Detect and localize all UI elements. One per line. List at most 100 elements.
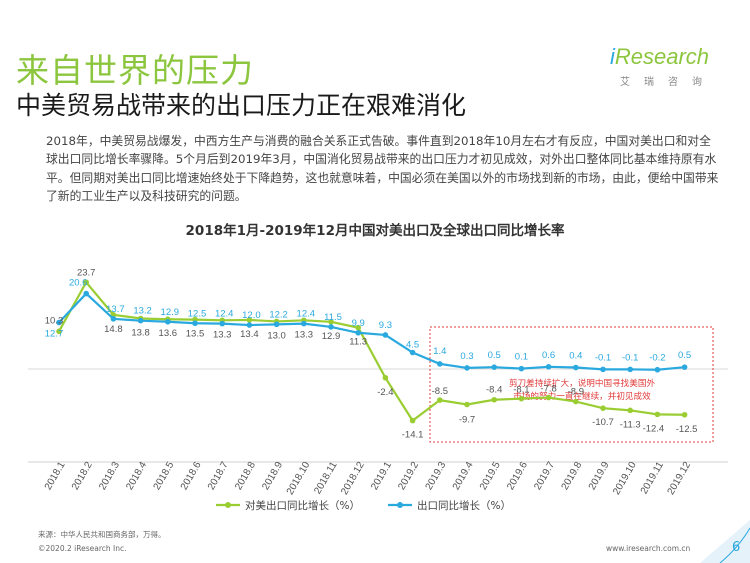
page-title: 来自世界的压力 bbox=[16, 51, 254, 90]
copyright: ©2020.2 iResearch Inc. bbox=[38, 544, 127, 553]
point-global-export bbox=[192, 320, 198, 327]
corner-decoration bbox=[700, 520, 750, 563]
point-us-export bbox=[627, 407, 633, 414]
point-us-export bbox=[464, 401, 470, 408]
x-tick-label: 2018.4 bbox=[124, 460, 149, 492]
data-label-us-export: 11.3 bbox=[349, 337, 367, 348]
logo-prefix: i bbox=[610, 44, 615, 69]
x-tick-label: 2019.1 bbox=[369, 460, 394, 492]
point-global-export bbox=[56, 319, 62, 326]
data-label-us-export: 13.3 bbox=[213, 329, 232, 340]
data-label-global-export: 0.3 bbox=[460, 351, 473, 362]
point-us-export bbox=[654, 411, 661, 418]
point-global-export bbox=[654, 366, 661, 373]
x-tick-label: 2018.1 bbox=[43, 460, 68, 492]
data-label-us-export: -11.3 bbox=[620, 419, 641, 430]
data-label-global-export: 9.9 bbox=[352, 318, 365, 329]
data-label-us-export: 23.7 bbox=[77, 267, 96, 278]
point-global-export bbox=[409, 349, 416, 356]
source-note: 来源：中华人民共和国商务部，万得。 bbox=[38, 530, 166, 539]
data-label-global-export: 12.5 bbox=[188, 308, 207, 319]
x-tick-label: 2019.8 bbox=[560, 460, 585, 492]
data-label-global-export: 12.9 bbox=[161, 307, 180, 318]
data-label-us-export: -8.1 bbox=[513, 385, 529, 396]
data-label-global-export: 12.2 bbox=[269, 309, 288, 320]
point-global-export bbox=[165, 318, 171, 325]
annotation-box bbox=[429, 326, 714, 443]
data-label-us-export: 13.4 bbox=[240, 329, 259, 340]
point-us-export bbox=[355, 324, 362, 331]
data-label-global-export: 0.4 bbox=[569, 351, 582, 362]
chart-title: 2018年1月-2019年12月中国对美出口及全球出口同比增长率 bbox=[185, 223, 565, 239]
data-label-global-export: 12.4 bbox=[215, 309, 234, 320]
data-label-us-export: -12.5 bbox=[676, 424, 698, 435]
series-line-global-export bbox=[58, 292, 685, 371]
x-tick-label: 2018.5 bbox=[152, 460, 177, 492]
point-global-export bbox=[301, 320, 307, 327]
annotation-text: 剪刀差持续扩大，说明中国寻找美国外 bbox=[509, 377, 656, 389]
x-tick-label: 2018.7 bbox=[206, 460, 231, 492]
point-global-export bbox=[83, 290, 89, 297]
data-label-global-export: 4.5 bbox=[406, 340, 419, 351]
data-label-global-export: 0.5 bbox=[488, 350, 501, 361]
x-tick-label: 2019.9 bbox=[587, 460, 612, 492]
x-tick-label: 2019.6 bbox=[505, 460, 530, 492]
point-global-export bbox=[328, 324, 334, 330]
data-label-us-export: 13.0 bbox=[267, 330, 286, 341]
x-tick-label: 2019.2 bbox=[396, 460, 421, 492]
point-global-export bbox=[437, 361, 443, 367]
data-label-global-export: 12.0 bbox=[242, 310, 261, 321]
logo-sub-text: 艾瑞咨询 bbox=[620, 77, 716, 88]
website-url: www.iresearch.com.cn bbox=[606, 544, 691, 553]
data-label-global-export: 0.6 bbox=[542, 350, 555, 361]
data-label-global-export: -0.1 bbox=[622, 352, 638, 363]
point-global-export bbox=[464, 365, 470, 371]
point-us-export bbox=[437, 397, 443, 403]
x-tick-label: 2018.6 bbox=[179, 460, 204, 492]
data-label-global-export: -0.2 bbox=[649, 353, 665, 364]
point-us-export bbox=[328, 318, 334, 325]
data-label-us-export: -14.1 bbox=[402, 430, 424, 441]
point-us-export bbox=[409, 417, 416, 424]
logo-main-text: Research bbox=[614, 44, 710, 69]
x-tick-label: 2019.11 bbox=[639, 460, 666, 497]
series-line-us-export bbox=[58, 280, 685, 423]
point-us-export bbox=[545, 394, 552, 401]
data-label-us-export: 10.3 bbox=[45, 315, 64, 326]
point-us-export bbox=[83, 279, 89, 286]
x-tick-label: 2018.12 bbox=[339, 460, 367, 497]
data-label-us-export: 13.5 bbox=[186, 329, 205, 340]
point-us-export bbox=[382, 374, 389, 381]
legend-marker-global-export bbox=[397, 502, 403, 508]
point-global-export bbox=[110, 316, 117, 322]
point-global-export bbox=[491, 364, 498, 370]
data-label-us-export: -12.4 bbox=[643, 423, 665, 434]
data-label-global-export: 0.5 bbox=[678, 350, 691, 361]
data-label-global-export: 20.6 bbox=[69, 278, 88, 289]
x-tick-label: 2018.10 bbox=[285, 460, 313, 497]
point-us-export bbox=[56, 328, 62, 335]
data-label-global-export: -0.1 bbox=[595, 352, 611, 363]
point-global-export bbox=[246, 322, 253, 328]
data-label-us-export: -8.4 bbox=[486, 385, 502, 396]
page-number: 6 bbox=[732, 540, 741, 555]
x-tick-label: 2019.7 bbox=[532, 460, 557, 492]
x-tick-label: 2019.5 bbox=[478, 460, 503, 492]
data-label-us-export: 12.9 bbox=[322, 331, 341, 342]
intro-paragraph: 2018年，中美贸易战爆发，中西方生产与消费的融合关系正式告破。事件直到2018… bbox=[46, 134, 719, 204]
data-label-us-export: -8.5 bbox=[432, 386, 448, 397]
x-tick-label: 2018.3 bbox=[97, 460, 122, 492]
x-tick-label: 2019.3 bbox=[424, 460, 449, 492]
data-label-global-export: 13.7 bbox=[106, 304, 125, 315]
data-label-us-export: -7.8 bbox=[540, 384, 556, 395]
page-subtitle: 中美贸易战带来的出口压力正在艰难消化 bbox=[16, 91, 467, 120]
data-label-global-export: 0.1 bbox=[515, 352, 528, 363]
data-label-global-export: 1.4 bbox=[433, 346, 446, 357]
data-label-us-export: -10.7 bbox=[592, 417, 614, 428]
point-us-export bbox=[491, 396, 498, 403]
x-tick-label: 2019.4 bbox=[451, 460, 476, 492]
legend-label-global-export: 出口同比增长（%） bbox=[417, 499, 511, 512]
point-global-export bbox=[219, 320, 225, 327]
point-us-export bbox=[681, 411, 688, 418]
point-global-export bbox=[273, 321, 280, 328]
